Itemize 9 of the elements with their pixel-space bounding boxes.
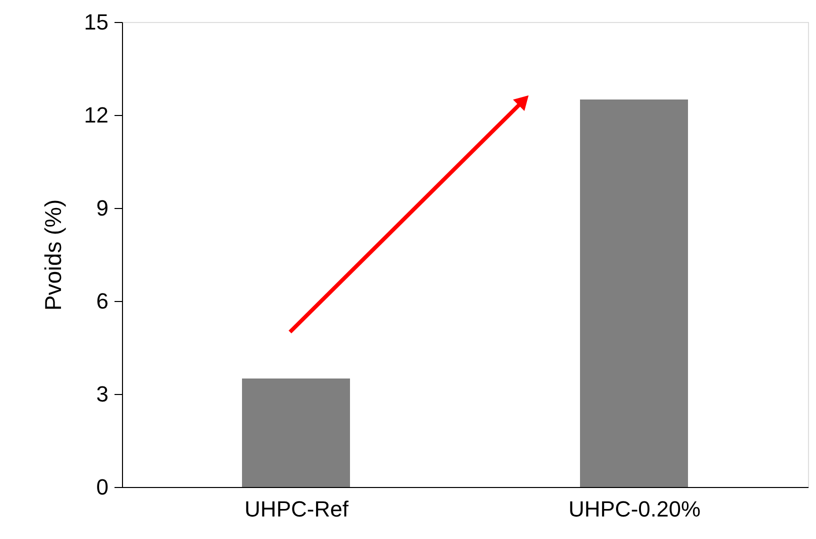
y-tick-label: 3: [96, 382, 108, 406]
y-tick-label: 15: [84, 10, 108, 34]
y-axis-title: Pvoids (%): [40, 199, 66, 311]
x-tick-label: UHPC-Ref: [244, 496, 350, 522]
x-tick-label: UHPC-0.20%: [568, 496, 701, 522]
y-tick-label: 6: [96, 288, 108, 314]
y-tick-label: 12: [84, 102, 108, 128]
y-tick-label: 0: [96, 474, 108, 500]
y-tick-label: 9: [96, 196, 108, 220]
